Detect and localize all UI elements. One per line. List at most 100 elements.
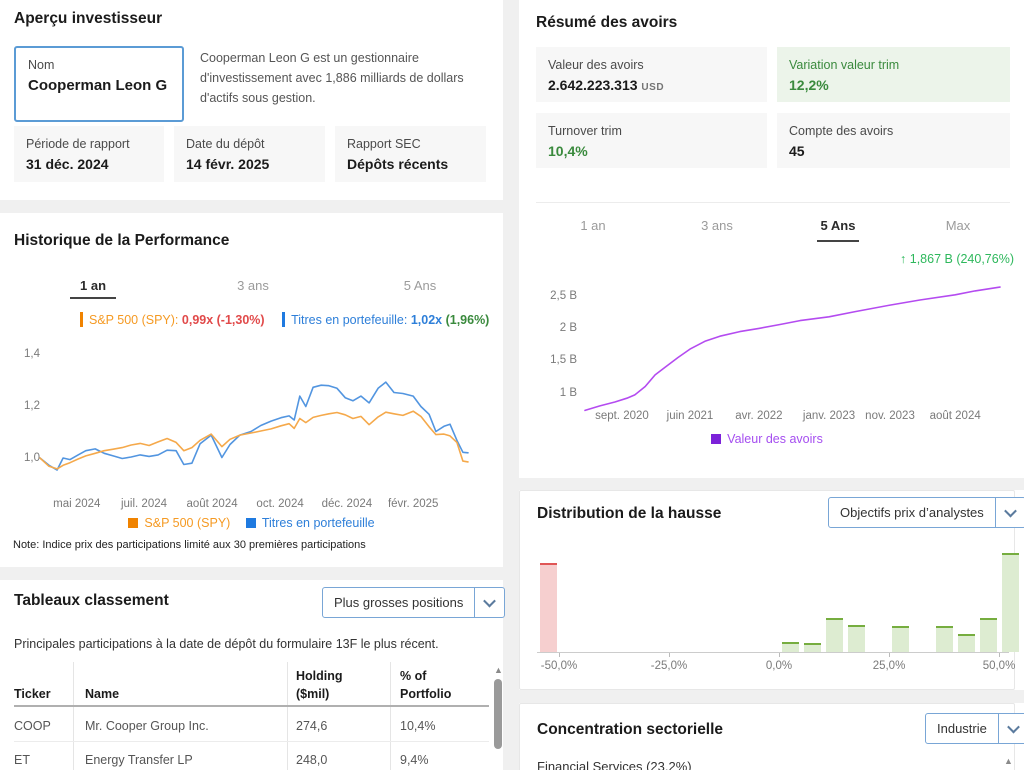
column-gutter [503,0,519,770]
col-header-name[interactable]: Name [85,687,120,701]
avoirs-ytick: 2,5 B [550,290,577,302]
histogram-tick-mark [999,653,1000,657]
kpi-label: Rapport SEC [347,137,421,151]
cell-name: Mr. Cooper Group Inc. [85,719,209,733]
currency-unit: USD [641,81,665,93]
cell-holding: 274,6 [296,719,328,733]
spy-swatch-icon [128,518,139,528]
avoirs-x-axis: sept. 2020 juin 2021 avr. 2022 janv. 2023 no… [0,410,1024,424]
investor-name-label: Nom [28,58,55,72]
x-tick-label: juil. 2024 [120,498,168,510]
perf-ytick: 1,0 [24,452,40,464]
spy-legend-bar-icon [80,312,83,327]
avoirs-tab-1an[interactable]: 1 an [580,218,606,233]
kpi-label: Date du dépôt [186,137,265,151]
chevron-down-icon [483,594,497,608]
table-scrollbar-thumb[interactable] [494,679,502,749]
kpi-label: Période de rapport [26,137,130,151]
avoirs-tab-3ans[interactable]: 3 ans [701,218,733,233]
histogram-tick-label: 0,0% [765,660,793,672]
x-tick-label: mai 2024 [53,498,101,510]
perf-active-tab-underline [70,297,116,299]
histogram-bar-positive [979,618,997,652]
spy-bottom-label: S&P 500 (SPY) [144,516,231,530]
holdings-summary-title: Résumé des avoirs [536,14,678,31]
table-scroll-up-icon[interactable]: ▲ [494,665,503,675]
recent-filings-link[interactable]: Dépôts récents [347,155,449,172]
histogram-tick-mark [779,653,780,657]
kpi-sec-report: Rapport SEC Dépôts récents [335,126,486,182]
sector-dropdown[interactable]: Industrie [925,713,1024,744]
sector-concentration-title: Concentration sectorielle [537,721,724,738]
investor-name-value: Cooperman Leon G [28,76,168,94]
perf-tab-1an[interactable]: 1 an [79,278,107,293]
perf-note: Note: Indice prix des participations lim… [13,539,366,551]
x-tick-label: déc. 2024 [321,498,373,510]
histogram-bar-positive [1001,553,1019,652]
upside-distribution-card: Distribution de la hausse Objectifs prix… [519,490,1024,690]
kpi-value: 2.642.223.313 USD [548,75,755,96]
histogram-tick-label: 25,0% [872,660,906,672]
sector-item-label: Financial Services (23,2%) [537,759,692,770]
holdings-value-line-chart [584,286,1001,412]
histogram-bar-positive [825,618,843,652]
x-tick-label: août 2024 [929,410,981,422]
kpi-filing-date: Date du dépôt 14 févr. 2025 [174,126,325,182]
x-tick-label: sept. 2020 [595,410,649,422]
x-tick-label: févr. 2025 [387,498,439,510]
leaderboard-dropdown-toggle[interactable] [474,588,504,617]
x-tick-label: août 2024 [186,498,238,510]
col-header-portfolio[interactable]: % of Portfolio [400,667,451,703]
col-header-portfolio-line2: Portfolio [400,687,452,702]
col-header-ticker[interactable]: Ticker [14,687,51,701]
cell-pct: 10,4% [400,719,436,733]
portfolio-legend-bar-icon [282,312,286,327]
holdings-value-number: 2.642.223.313 [548,76,638,93]
kpi-label: Compte des avoirs [789,124,894,138]
sector-scroll-up-icon[interactable]: ▲ [1004,756,1013,766]
spy-legend-value: 0,99x (-1,30%) [181,313,265,327]
x-tick-label: oct. 2024 [256,498,304,510]
x-tick-label: janv. 2023 [802,410,856,422]
leaderboard-dropdown-label: Plus grosses positions [334,595,464,610]
histogram-tick-mark [559,653,560,657]
cell-pct: 9,4% [400,753,429,767]
holdings-value-legend-label: Valeur des avoirs [727,432,823,446]
x-tick-label: avr. 2022 [735,410,783,422]
perf-tab-5ans[interactable]: 5 Ans [403,278,437,293]
investor-name-box: Nom Cooperman Leon G [14,46,184,122]
avoirs-ytick: 1,5 B [550,354,577,366]
table-row[interactable]: ET Energy Transfer LP 248,0 9,4% [0,742,489,770]
avoirs-ytick: 1 B [559,387,577,399]
section-gap [519,690,1024,703]
upside-dropdown[interactable]: Objectifs prix d’analystes [828,497,1024,528]
cell-ticker: ET [14,753,30,767]
kpi-turnover: Turnover trim 10,4% [536,113,767,168]
leaderboard-dropdown[interactable]: Plus grosses positions [322,587,506,618]
sector-dropdown-toggle[interactable] [997,714,1024,743]
perf-ytick: 1,4 [24,348,40,360]
histogram-axis-line [537,652,1009,653]
kpi-label: Turnover trim [548,124,622,138]
avoirs-active-tab-underline [817,240,859,242]
upside-dropdown-toggle[interactable] [994,498,1024,527]
col-header-holding[interactable]: Holding ($mil) [296,667,343,703]
histogram-bar-positive [803,643,821,652]
avoirs-tab-5ans[interactable]: 5 Ans [820,218,856,233]
perf-tab-3ans[interactable]: 3 ans [237,278,269,293]
section-gap [0,200,503,213]
histogram-bar-positive [781,642,799,652]
chevron-down-icon [1007,720,1020,734]
avoirs-tab-max[interactable]: Max [945,218,971,233]
section-gap [0,567,503,580]
table-row-divider [14,741,489,742]
table-row[interactable]: COOP Mr. Cooper Group Inc. 274,6 10,4% [0,707,489,741]
histogram-bar-positive [847,625,865,652]
divider [536,202,1010,203]
kpi-value: 31 déc. 2024 [26,155,109,172]
performance-title: Historique de la Performance [14,232,230,249]
histogram-tick-label: -50,0% [540,660,578,672]
perf-legend-bottom: S&P 500 (SPY) Titres en portefeuille [0,516,503,530]
histogram-bar-negative [539,563,557,652]
